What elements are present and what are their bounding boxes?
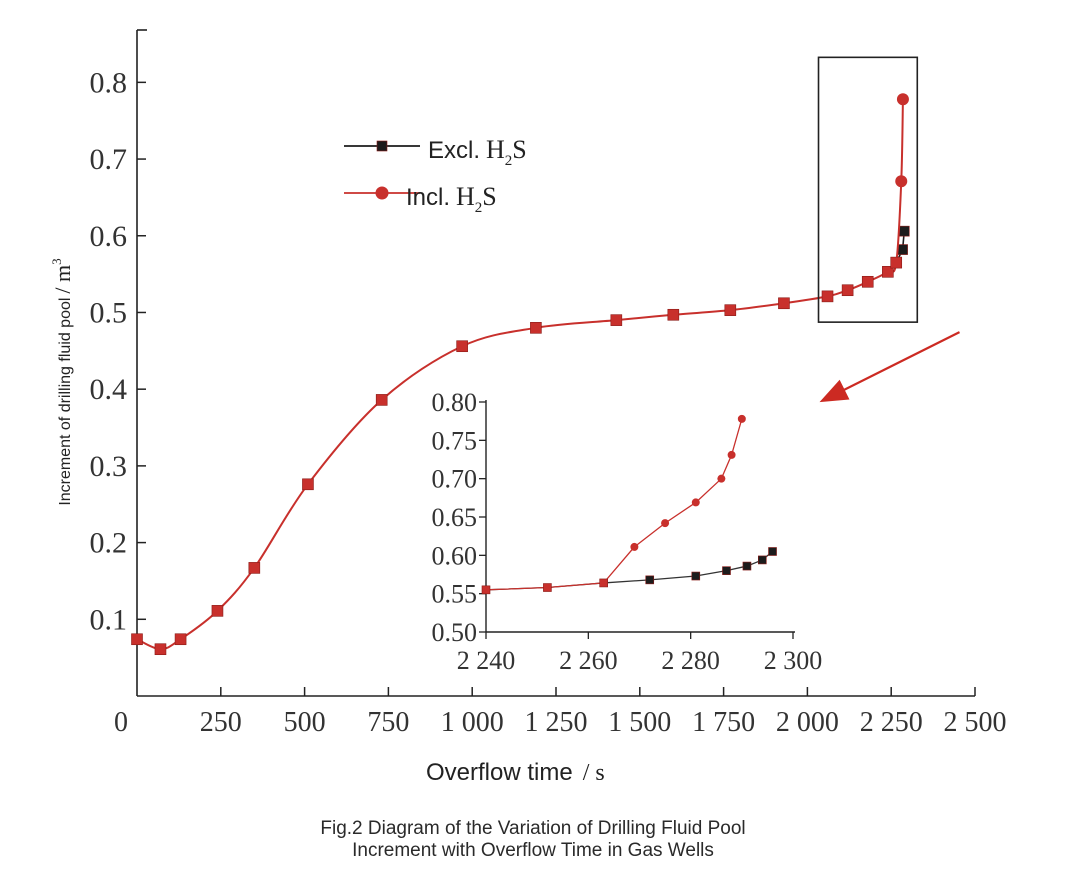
- inset-y-tick-label: 0.80: [432, 388, 478, 417]
- inset-marker-excl-h2s: [722, 566, 731, 575]
- inset-ticks: 0.50 0.55 0.60 0.65 0.70 0.75 0.80 2 240 2 260 2 …: [432, 388, 823, 675]
- legend-marker-excl: [376, 140, 388, 152]
- y-tick-label: 0.6: [90, 220, 128, 253]
- x-tick-label: 1 750: [692, 707, 755, 738]
- y-tick-label: 0.3: [90, 450, 128, 483]
- series-marker-incl-h2s: [896, 93, 909, 106]
- series-marker-incl-h2s: [131, 633, 143, 646]
- x-tick-label: 500: [284, 707, 326, 738]
- inset-marker-excl-h2s: [691, 571, 701, 581]
- arrow-head: [819, 379, 850, 403]
- inset-marker-incl-h2s: [691, 498, 700, 507]
- inset-marker-excl-h2s: [768, 547, 777, 556]
- series-marker-incl-h2s: [375, 394, 388, 406]
- inset-y-tick-label: 0.60: [432, 541, 478, 570]
- series-marker-incl-h2s: [154, 643, 167, 656]
- series-marker-incl-h2s: [882, 266, 894, 278]
- inset-x-tick-label: 2 260: [559, 646, 618, 675]
- series-marker-incl-h2s: [895, 175, 908, 188]
- series-marker-excl-h2s: [897, 244, 908, 255]
- inset-marker-excl-h2s: [757, 555, 767, 565]
- inset-x-tick-label: 2 300: [764, 646, 823, 675]
- x-tick-label: 2 500: [944, 707, 1007, 738]
- series-marker-incl-h2s: [841, 284, 854, 297]
- legend-label-excl: Excl. H2S: [428, 135, 527, 169]
- legend-label-incl: Incl. H2S: [406, 182, 497, 216]
- y-tick-label: 0.7: [90, 143, 128, 176]
- series-marker-incl-h2s: [610, 314, 623, 326]
- zoom-highlight-box: [817, 56, 919, 323]
- x-tick-label: 750: [367, 707, 409, 738]
- x-axis-label: Overflow time / s: [426, 759, 605, 786]
- inset-y-tick-label: 0.65: [432, 503, 478, 532]
- inset-series: [481, 414, 777, 595]
- caption-line-1: Fig.2 Diagram of the Variation of Drilli…: [320, 818, 746, 839]
- inset-background: [440, 385, 810, 675]
- y-tick-label: 0.8: [90, 66, 128, 99]
- series-marker-incl-h2s: [174, 633, 187, 646]
- inset-marker-incl-h2s: [717, 474, 726, 483]
- inset-marker-incl-h2s: [543, 583, 552, 592]
- x-tick-label: 2 000: [776, 707, 839, 738]
- series-marker-incl-h2s: [667, 308, 680, 321]
- main-ticks: 0.10.20.30.40.50.60.70.80 250 500 750 1 000 1…: [90, 66, 1007, 738]
- series-marker-incl-h2s: [778, 297, 790, 310]
- series-marker-incl-h2s: [456, 340, 468, 353]
- inset-y-tick-label: 0.55: [432, 580, 478, 609]
- main-chart: 0.10.20.30.40.50.60.70.80 250 500 750 1 000 1…: [90, 29, 1007, 738]
- x-tick-label: 1 250: [525, 707, 588, 738]
- series-marker-incl-h2s: [890, 256, 903, 269]
- inset-y-tick-label: 0.75: [432, 426, 478, 455]
- figure-caption: Fig.2 Diagram of the Variation of Drilli…: [0, 818, 1066, 862]
- inset-y-tick-label: 0.50: [432, 618, 478, 647]
- x-tick-label: 250: [200, 707, 242, 738]
- legend-marker-incl: [375, 186, 389, 200]
- series-marker-incl-h2s: [724, 304, 737, 316]
- series-marker-incl-h2s: [530, 322, 542, 334]
- series-marker-excl-h2s: [898, 225, 910, 237]
- inset-marker-incl-h2s: [481, 585, 491, 595]
- inset-marker-incl-h2s: [661, 519, 670, 528]
- y-tick-label: 0.4: [90, 373, 128, 406]
- y-tick-label: 0.2: [90, 527, 128, 560]
- inset-x-tick-label: 2 280: [661, 646, 720, 675]
- inset-marker-incl-h2s: [599, 578, 608, 588]
- inset-marker-incl-h2s: [630, 542, 639, 551]
- inset-chart: 0.50 0.55 0.60 0.65 0.70 0.75 0.80 2 240 2 260 2 …: [432, 385, 823, 675]
- y-tick-label: 0.1: [90, 603, 128, 636]
- main-series: [131, 93, 910, 656]
- x-tick-label: 1 000: [441, 707, 504, 738]
- series-marker-incl-h2s: [861, 275, 874, 288]
- inset-marker-incl-h2s: [727, 450, 736, 459]
- series-marker-incl-h2s: [821, 290, 834, 303]
- x-tick-label: 1 500: [608, 707, 671, 738]
- inset-marker-incl-h2s: [737, 414, 746, 423]
- inset-marker-excl-h2s: [742, 561, 752, 571]
- x-tick-label: 2 250: [860, 707, 923, 738]
- inset-marker-excl-h2s: [645, 575, 655, 585]
- series-marker-incl-h2s: [211, 605, 224, 617]
- series-marker-incl-h2s: [248, 562, 261, 574]
- legend: Excl. H2S Incl. H2S: [344, 135, 527, 216]
- series-marker-incl-h2s: [302, 478, 314, 491]
- y-axis-label: Increment of drilling fluid pool/ m3: [49, 258, 75, 505]
- inset-y-tick-label: 0.70: [432, 465, 478, 494]
- x-tick-label: 0: [114, 707, 128, 738]
- y-tick-label: 0.5: [90, 296, 128, 329]
- arrow-shaft: [831, 331, 961, 398]
- caption-line-2: Increment with Overflow Time in Gas Well…: [352, 840, 714, 861]
- zoom-arrow: [819, 331, 961, 403]
- inset-x-tick-label: 2 240: [457, 646, 516, 675]
